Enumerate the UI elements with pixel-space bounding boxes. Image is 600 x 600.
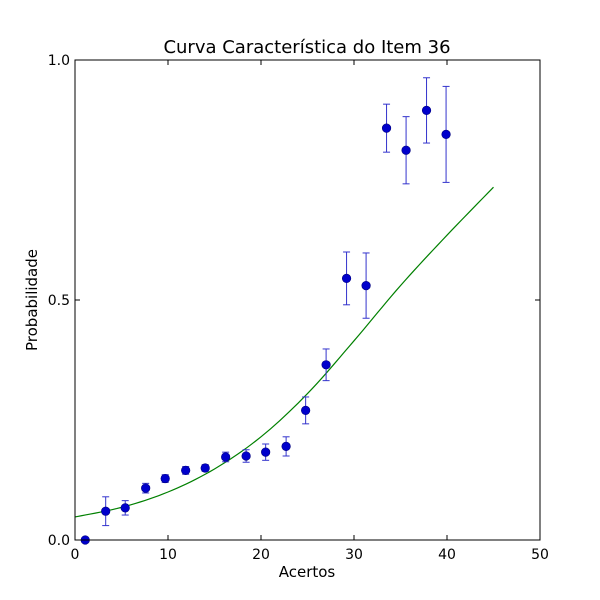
y-axis-label: Probabilidade bbox=[23, 249, 41, 351]
y-tick-label: 1.0 bbox=[48, 53, 70, 69]
x-axis-ticks: 0 10 20 30 40 50 bbox=[71, 60, 549, 563]
x-tick-label: 50 bbox=[531, 547, 549, 563]
data-point bbox=[321, 360, 331, 370]
data-point bbox=[341, 273, 352, 284]
chart-title: Curva Característica do Item 36 bbox=[163, 37, 450, 58]
data-point bbox=[401, 145, 411, 155]
data-point bbox=[301, 405, 311, 416]
plot-frame bbox=[74, 59, 541, 541]
x-tick-label: 20 bbox=[252, 547, 270, 563]
x-tick-label: 30 bbox=[345, 547, 363, 563]
data-point bbox=[261, 447, 271, 457]
data-point bbox=[141, 483, 151, 493]
x-tick-label: 10 bbox=[159, 547, 177, 563]
data-point bbox=[200, 463, 210, 473]
x-tick-label: 0 bbox=[71, 547, 80, 563]
data-point bbox=[101, 506, 111, 516]
x-axis-label: Acertos bbox=[279, 563, 336, 581]
data-point bbox=[160, 473, 170, 484]
data-point bbox=[361, 281, 371, 291]
data-point bbox=[381, 123, 392, 133]
y-tick-label: 0.0 bbox=[48, 533, 70, 549]
data-point bbox=[241, 451, 251, 461]
data-point bbox=[221, 452, 231, 462]
fitted-curve-line bbox=[74, 186, 494, 518]
x-tick-label: 40 bbox=[438, 547, 456, 563]
y-tick-label: 0.5 bbox=[48, 293, 70, 309]
data-point bbox=[281, 441, 291, 452]
data-point bbox=[441, 129, 451, 139]
data-point bbox=[181, 465, 191, 476]
y-axis-ticks: 0.0 0.5 1.0 bbox=[48, 53, 540, 549]
data-point bbox=[120, 503, 130, 513]
plot-area bbox=[74, 77, 494, 545]
data-point bbox=[421, 105, 432, 115]
